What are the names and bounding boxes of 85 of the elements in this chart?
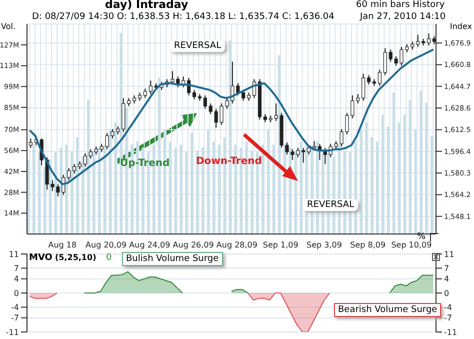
candlestick — [208, 102, 212, 115]
candlestick — [88, 148, 92, 160]
x-tick-label: Aug 18 — [48, 240, 77, 250]
bar — [294, 152, 297, 234]
candlestick — [383, 48, 387, 76]
bar — [272, 144, 275, 234]
candlestick — [67, 168, 71, 181]
bar — [103, 144, 106, 234]
bar — [398, 122, 400, 234]
x-tick-label: Sep 10,09 — [391, 240, 432, 250]
annotation: (5,25,10) — [55, 253, 96, 262]
y-tick-label: 7 — [14, 264, 19, 274]
y-tick-label: -7 — [11, 314, 19, 323]
candlestick — [143, 88, 147, 99]
candlestick — [416, 34, 420, 48]
bar — [425, 102, 428, 234]
y-tick-label: 0 — [14, 288, 19, 298]
annotation: % — [417, 232, 426, 242]
candlestick — [362, 73, 366, 102]
bar — [420, 91, 422, 234]
bar — [365, 122, 368, 234]
candlestick — [83, 152, 88, 168]
bar — [98, 148, 100, 234]
bar — [266, 130, 270, 234]
annotation: 0 — [106, 253, 112, 263]
chart-title: day) Intraday — [105, 0, 188, 11]
bar — [120, 32, 122, 234]
annotation: Bulish Volume Surge — [122, 252, 223, 266]
bar — [408, 100, 412, 234]
annotation: Down-Trend — [196, 156, 262, 167]
x-tick-label: Aug 28,09 — [216, 240, 258, 250]
candlestick — [426, 32, 431, 46]
x-tick-label: Sep 3,09 — [306, 240, 342, 250]
annotation: Bearish Volume Surge — [334, 303, 442, 317]
y-axis-title: Index — [450, 22, 472, 31]
candlestick — [192, 89, 196, 100]
candlestick — [378, 69, 382, 86]
candlestick — [203, 94, 207, 110]
bar — [261, 144, 264, 234]
annotation: MVO — [29, 253, 52, 263]
bar — [376, 142, 378, 234]
text: 60 min bars History — [356, 0, 445, 10]
bar — [43, 166, 46, 234]
bar — [174, 148, 177, 234]
bar — [32, 144, 35, 234]
bar — [65, 144, 68, 234]
bar — [414, 130, 417, 234]
bar — [370, 137, 374, 234]
bar — [185, 152, 188, 234]
bar — [190, 132, 194, 234]
candlestick — [72, 164, 76, 174]
bar — [386, 126, 390, 234]
bar — [430, 136, 433, 234]
candlestick — [366, 74, 371, 86]
y-tick-label: -4 — [11, 303, 19, 312]
bar — [82, 156, 84, 234]
y-tick-label: 11 — [8, 250, 19, 259]
candlestick — [28, 138, 32, 148]
bar — [38, 152, 40, 234]
x-tick-label: Aug 24,09 — [129, 240, 170, 250]
bar — [92, 150, 95, 234]
bar — [86, 100, 90, 234]
bar — [300, 142, 302, 234]
annotation: Up-Trend — [120, 158, 170, 169]
x-tick-label: Sep 1,09 — [262, 240, 298, 250]
x-tick-label: Aug 26,09 — [172, 240, 214, 250]
text: D: 08/27/09 14:30 O: 1,638.53 H: 1,643.18 L: 1,635.74 C: 1,636.04 — [32, 12, 334, 22]
y-tick-label: 4 — [14, 274, 19, 284]
bar — [48, 160, 52, 234]
bar — [360, 130, 362, 234]
y2-axis-title: Vol. — [1, 22, 16, 31]
x-tick-label: Sep 8,09 — [350, 240, 386, 250]
candlestick — [302, 147, 306, 164]
annotation: REVERSAL — [170, 40, 226, 52]
x-tick-label: Aug 20,09 — [86, 240, 127, 250]
bar — [70, 152, 74, 234]
annotation: REVERSAL — [303, 199, 358, 211]
candlestick — [148, 80, 152, 94]
bar — [392, 92, 395, 234]
bar — [108, 130, 112, 234]
y-tick-label: -11 — [6, 328, 19, 337]
bar — [180, 144, 182, 234]
bar — [60, 148, 62, 234]
text: Jan 27, 2010 14:10 — [360, 12, 446, 22]
bar — [381, 114, 384, 234]
